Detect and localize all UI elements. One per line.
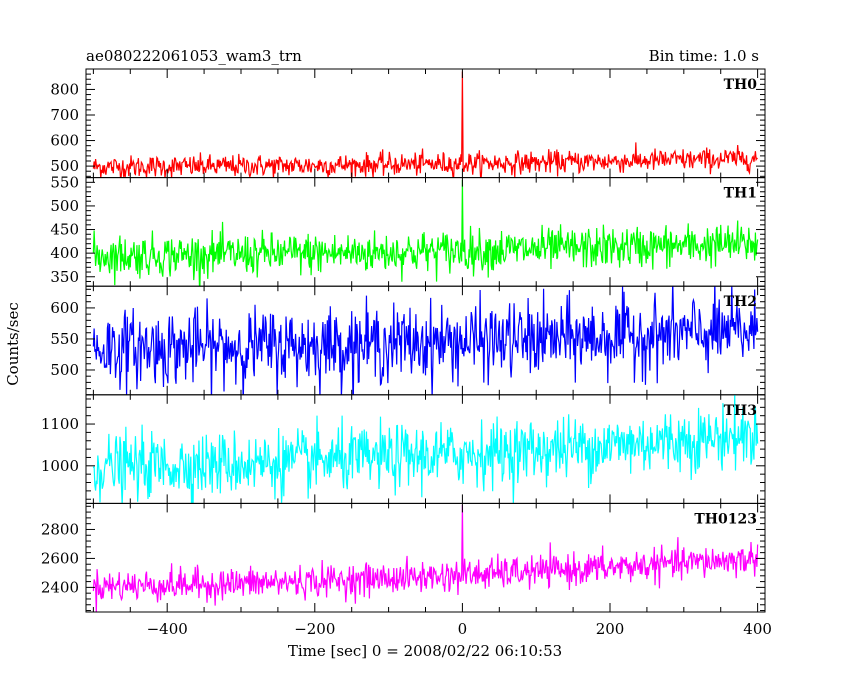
x-axis-label: Time [sec] 0 = 2008/02/22 06:10:53 — [288, 642, 562, 660]
panel-label: TH0 — [724, 77, 758, 93]
y-tick-label: 500 — [50, 197, 79, 215]
x-tick-label: −400 — [147, 620, 188, 638]
panel-th3: 1000 1100 TH3 — [41, 394, 766, 504]
chart-title-left: ae080222061053_wam3_trn — [86, 47, 302, 65]
panel-label: TH3 — [724, 403, 757, 419]
panel-th0123: 2400 2600 2800 TH0123 — [41, 502, 766, 613]
x-tick-label: −200 — [294, 620, 335, 638]
series-line-th1 — [92, 179, 759, 287]
series-line-th0 — [92, 71, 758, 178]
y-tick-label: 800 — [50, 80, 79, 98]
y-tick-label: 1100 — [41, 415, 79, 433]
panel-frame — [85, 177, 766, 287]
panel-th0: 500 600 700 800 TH0 — [50, 68, 766, 179]
y-tick-label: 1000 — [41, 457, 79, 475]
y-tick-label: 450 — [50, 221, 79, 239]
y-axis-label: Counts/sec — [4, 302, 22, 386]
x-tick-label: 400 — [743, 620, 772, 638]
x-tick-label: 200 — [596, 620, 625, 638]
series-line-th0123 — [92, 504, 759, 612]
y-tick-label: 2600 — [41, 549, 79, 567]
y-tick-label: 350 — [50, 268, 79, 286]
y-tick-label: 400 — [50, 244, 79, 262]
y-tick-label: 500 — [50, 361, 79, 379]
y-tick-label: 2800 — [41, 520, 79, 538]
series-line-th3 — [92, 394, 759, 504]
series-line-th2 — [92, 286, 759, 395]
y-tick-label: 2400 — [41, 578, 79, 596]
panel-label: TH1 — [724, 186, 757, 202]
x-tick-label: 0 — [458, 620, 468, 638]
y-tick-label: 550 — [50, 330, 79, 348]
y-tick-label: 500 — [50, 157, 79, 175]
y-tick-label: 600 — [50, 299, 79, 317]
panel-label: TH2 — [724, 294, 757, 310]
panel-th1: 350 400 450 500 550 TH1 — [50, 173, 766, 287]
panel-label: TH0123 — [694, 511, 757, 527]
y-tick-label: 700 — [50, 106, 79, 124]
y-tick-label: 550 — [50, 173, 79, 191]
panel-th2: 500 550 600 TH2 — [50, 285, 766, 396]
chart-title-right: Bin time: 1.0 s — [649, 47, 759, 65]
panel-frame — [85, 502, 766, 613]
y-tick-label: 600 — [50, 132, 79, 150]
